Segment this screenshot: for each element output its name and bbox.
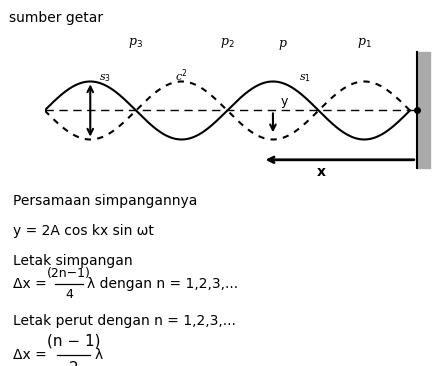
Bar [417, 52, 430, 168]
Text: λ dengan n = 1,2,3,...: λ dengan n = 1,2,3,... [87, 277, 239, 291]
Text: sumber getar: sumber getar [9, 11, 103, 25]
Text: Letak simpangan: Letak simpangan [13, 254, 133, 268]
Text: Δx =: Δx = [13, 277, 51, 291]
Text: p: p [278, 37, 286, 49]
Text: Letak perut dengan n = 1,2,3,...: Letak perut dengan n = 1,2,3,... [13, 314, 236, 328]
Text: y = 2A cos kx sin ωt: y = 2A cos kx sin ωt [13, 224, 154, 238]
Text: x: x [316, 165, 325, 179]
Text: 4: 4 [65, 288, 73, 302]
Text: λ: λ [95, 348, 103, 362]
Text: 2: 2 [69, 361, 78, 366]
Text: s$_1$: s$_1$ [299, 72, 311, 85]
Text: p$_2$: p$_2$ [220, 36, 235, 49]
Text: y: y [280, 94, 288, 108]
Text: p$_1$: p$_1$ [357, 36, 372, 49]
Text: p$_3$: p$_3$ [128, 36, 144, 49]
Text: c$^2$: c$^2$ [175, 68, 188, 85]
Text: (n − 1): (n − 1) [47, 333, 100, 348]
Text: (2n−1): (2n−1) [47, 266, 91, 280]
Text: s$_3$: s$_3$ [99, 72, 111, 85]
Text: Persamaan simpangannya: Persamaan simpangannya [13, 194, 198, 208]
Text: Δx =: Δx = [13, 348, 51, 362]
